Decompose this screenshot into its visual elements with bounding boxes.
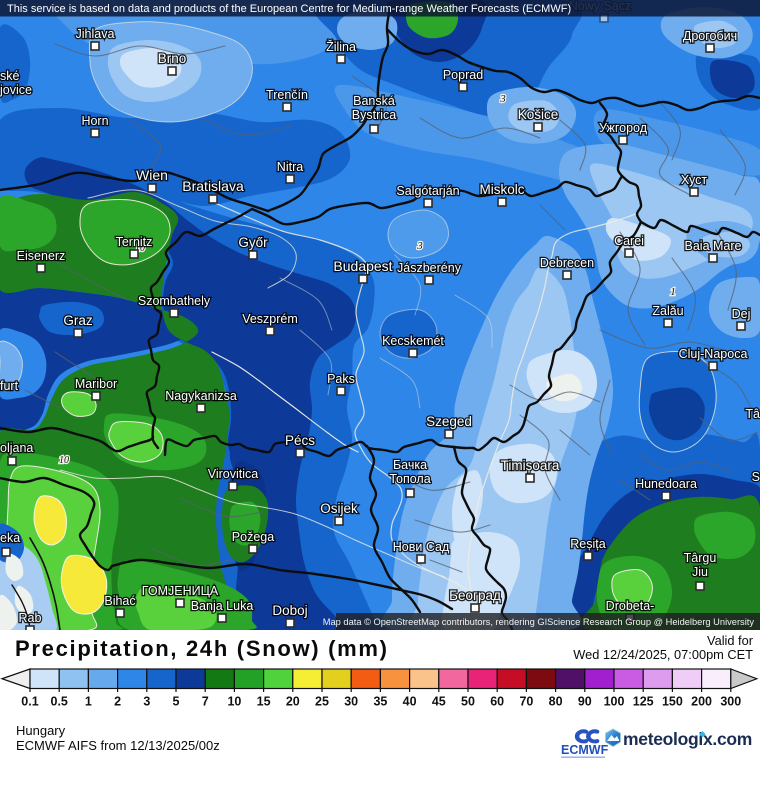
svg-text:Budapest: Budapest [333, 258, 392, 274]
svg-text:Jiu: Jiu [692, 565, 708, 579]
svg-text:Reșița: Reșița [570, 537, 605, 551]
svg-text:This service is based on data: This service is based on data and produc… [7, 3, 571, 15]
svg-text:200: 200 [691, 695, 712, 709]
svg-text:Zalău: Zalău [652, 304, 683, 318]
svg-text:Miskolc: Miskolc [479, 182, 524, 197]
svg-text:Hunedoara: Hunedoara [635, 477, 697, 491]
svg-text:Cluj-Napoca: Cluj-Napoca [679, 347, 748, 361]
svg-text:Топола: Топола [389, 472, 430, 486]
svg-text:40: 40 [403, 695, 417, 709]
svg-text:Košice: Košice [518, 107, 559, 122]
svg-text:Osijek: Osijek [320, 501, 358, 516]
svg-text:Graz: Graz [63, 313, 93, 328]
svg-text:0.1: 0.1 [21, 695, 38, 709]
svg-text:Drobeta-: Drobeta- [606, 599, 655, 613]
svg-text:Trenčín: Trenčín [266, 88, 308, 102]
svg-text:7: 7 [202, 695, 209, 709]
svg-text:Tâ: Tâ [745, 407, 760, 421]
svg-text:Ужгород: Ужгород [599, 121, 648, 135]
svg-text:15: 15 [257, 695, 271, 709]
svg-text:80: 80 [549, 695, 563, 709]
svg-text:30: 30 [344, 695, 358, 709]
svg-text:Bihać: Bihać [104, 594, 135, 608]
svg-text:Jihlava: Jihlava [76, 27, 115, 41]
svg-text:Baia Mare: Baia Mare [685, 239, 742, 253]
svg-text:meteologix.com: meteologix.com [623, 729, 752, 749]
svg-text:3: 3 [499, 93, 506, 105]
svg-text:Brno: Brno [158, 51, 187, 66]
svg-text:3: 3 [416, 240, 423, 252]
svg-text:jovice: jovice [0, 83, 32, 97]
svg-text:Debrecen: Debrecen [540, 256, 594, 270]
svg-text:300: 300 [720, 695, 741, 709]
svg-text:Bystrica: Bystrica [352, 108, 397, 122]
svg-text:50: 50 [461, 695, 475, 709]
svg-text:Nitra: Nitra [277, 160, 303, 174]
svg-text:Бачка: Бачка [393, 458, 427, 472]
svg-text:0.5: 0.5 [51, 695, 68, 709]
svg-text:Győr: Győr [238, 235, 268, 250]
svg-text:Poprad: Poprad [443, 68, 483, 82]
svg-text:Nagykanizsa: Nagykanizsa [165, 389, 237, 403]
svg-text:Jászberény: Jászberény [397, 261, 462, 275]
svg-text:Дрогобич: Дрогобич [683, 29, 737, 43]
svg-text:Ternitz: Ternitz [116, 235, 153, 249]
svg-text:45: 45 [432, 695, 446, 709]
svg-text:Београд: Београд [449, 588, 501, 603]
svg-text:Szeged: Szeged [426, 414, 472, 429]
svg-text:10: 10 [59, 455, 69, 466]
svg-text:10: 10 [227, 695, 241, 709]
svg-text:Szombathely: Szombathely [138, 294, 211, 308]
svg-text:Târgu: Târgu [684, 551, 717, 565]
svg-text:Banská: Banská [353, 94, 395, 108]
svg-text:Нови Сад: Нови Сад [393, 540, 450, 554]
svg-text:1: 1 [85, 695, 92, 709]
svg-text:Požega: Požega [232, 530, 274, 544]
svg-text:35: 35 [373, 695, 387, 709]
svg-text:Bratislava: Bratislava [182, 178, 244, 194]
svg-text:Kecskemét: Kecskemét [382, 334, 444, 348]
svg-text:Wien: Wien [136, 167, 168, 183]
svg-text:100: 100 [604, 695, 625, 709]
svg-text:Dej: Dej [732, 307, 751, 321]
svg-text:2: 2 [114, 695, 121, 709]
svg-text:ECMWF: ECMWF [561, 743, 609, 757]
svg-text:70: 70 [519, 695, 533, 709]
svg-text:oljana: oljana [0, 441, 33, 455]
svg-text:Maribor: Maribor [75, 377, 117, 391]
svg-text:Horn: Horn [81, 114, 108, 128]
svg-text:25: 25 [315, 695, 329, 709]
svg-text:90: 90 [578, 695, 592, 709]
svg-text:3: 3 [143, 695, 150, 709]
svg-text:Žilina: Žilina [326, 39, 356, 54]
svg-text:Carei: Carei [614, 234, 644, 248]
svg-text:Хуст: Хуст [681, 173, 707, 187]
svg-text:60: 60 [490, 695, 504, 709]
svg-text:125: 125 [633, 695, 654, 709]
svg-text:5: 5 [173, 695, 180, 709]
svg-text:Pécs: Pécs [285, 433, 315, 448]
svg-text:ské: ské [0, 69, 20, 83]
svg-text:20: 20 [286, 695, 300, 709]
svg-text:Banja Luka: Banja Luka [191, 599, 254, 613]
svg-text:150: 150 [662, 695, 683, 709]
svg-text:Map data © OpenStreetMap contr: Map data © OpenStreetMap contributors, r… [323, 617, 755, 627]
svg-text:eka: eka [0, 531, 20, 545]
svg-text:Paks: Paks [327, 372, 355, 386]
svg-text:Doboj: Doboj [272, 603, 307, 618]
svg-text:Timișoara: Timișoara [501, 458, 560, 473]
svg-text:ГОМЈЕНИЦА: ГОМЈЕНИЦА [142, 584, 219, 598]
svg-text:furt: furt [0, 379, 19, 393]
svg-text:Veszprém: Veszprém [242, 312, 298, 326]
svg-text:Rab: Rab [19, 611, 42, 625]
svg-text:Salgótarján: Salgótarján [396, 184, 459, 198]
svg-text:1: 1 [670, 286, 676, 298]
svg-text:S: S [752, 470, 760, 484]
svg-text:Virovitica: Virovitica [208, 467, 259, 481]
svg-text:Eisenerz: Eisenerz [17, 249, 66, 263]
